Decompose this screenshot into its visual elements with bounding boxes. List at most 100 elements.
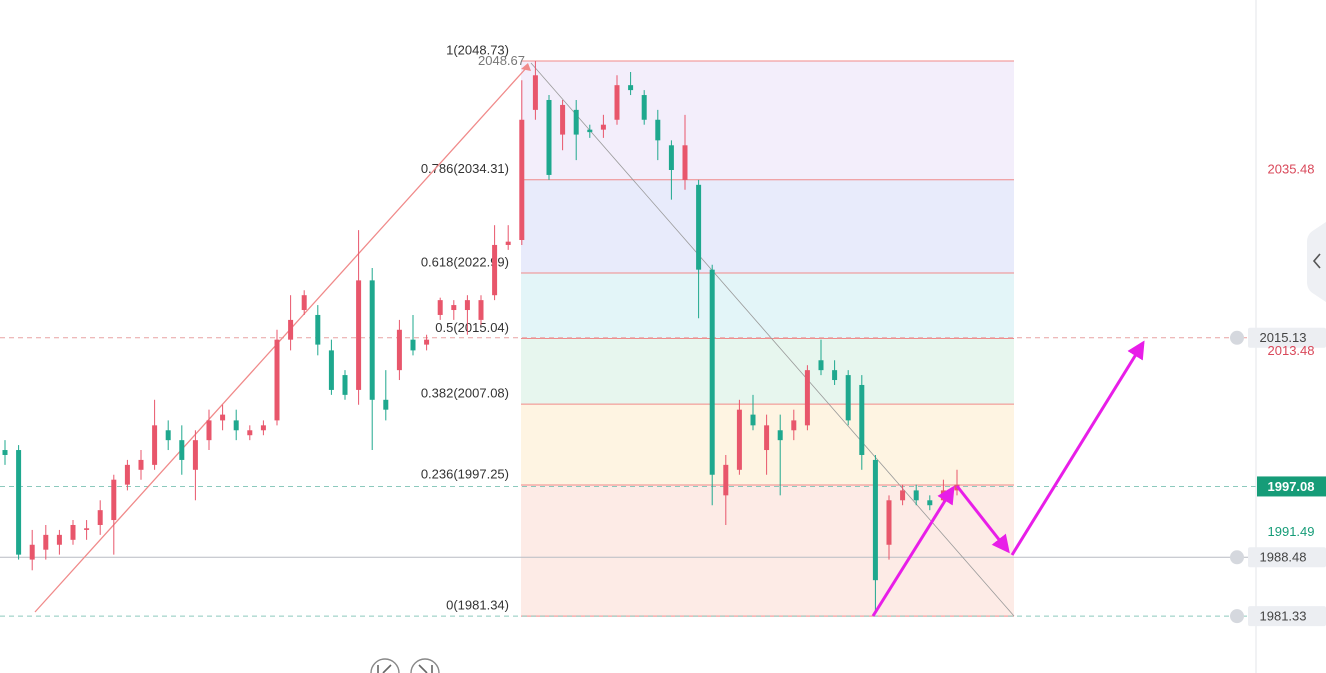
candle-body: [886, 500, 892, 545]
fib-zone: [521, 179, 1014, 274]
candle-body: [328, 350, 334, 390]
candle-body: [859, 384, 865, 455]
price-label: 2013.48: [1268, 343, 1315, 358]
candle-body: [274, 339, 280, 421]
candle-body: [233, 420, 239, 431]
fib-label: 0.236(1997.25): [421, 466, 509, 481]
candle-body: [750, 414, 756, 426]
candle-body: [532, 75, 538, 110]
trend-line: [34, 65, 529, 613]
candle-body: [519, 119, 525, 241]
candle-body: [220, 414, 226, 421]
candle-body: [165, 430, 171, 441]
candle-body: [478, 300, 484, 320]
candle-body: [614, 85, 620, 120]
candle-body: [260, 425, 266, 431]
price-label-box: [1248, 327, 1326, 348]
candle-body: [872, 459, 878, 581]
price-label-box: [1248, 606, 1326, 627]
candle-body: [138, 459, 144, 470]
arrow: [871, 485, 955, 617]
candle-body: [84, 528, 90, 530]
price-label: 1997.08: [1268, 479, 1315, 494]
candle-body: [97, 510, 103, 525]
candle-body: [655, 119, 661, 141]
candle-body: [682, 145, 688, 180]
candle-body: [546, 99, 552, 175]
candle-body: [764, 425, 770, 451]
candle-body: [315, 314, 321, 345]
fib-zone: [521, 61, 1014, 180]
candle-body: [43, 534, 49, 550]
nav-buttons[interactable]: [370, 658, 440, 673]
candle-body: [696, 184, 702, 270]
candle-body: [628, 85, 634, 91]
candle-body: [791, 420, 797, 431]
price-lines: [0, 337, 1256, 617]
projection-arrows: [871, 340, 1145, 617]
candle-body: [560, 104, 566, 135]
candle-body: [301, 295, 307, 311]
candle-body: [845, 375, 851, 421]
candle-body: [29, 544, 35, 560]
fib-zone: [521, 338, 1014, 405]
side-tab-icon: [1312, 253, 1321, 269]
candle-body: [900, 490, 906, 501]
price-label-box: [1257, 476, 1326, 497]
candle-body: [124, 464, 130, 485]
candle-body: [2, 450, 8, 455]
candle-body: [818, 360, 824, 371]
candle-body: [505, 241, 511, 245]
candle-body: [369, 280, 375, 400]
arrow: [955, 485, 1010, 554]
fib-label: 0.382(2007.08): [421, 386, 509, 401]
candle-body: [668, 145, 674, 171]
candle-body: [70, 524, 76, 540]
candle-body: [152, 425, 158, 465]
fib-label: 1(2048.73): [446, 42, 509, 57]
candle-body: [777, 430, 783, 441]
candle-body: [832, 370, 838, 381]
candle-body: [410, 339, 416, 351]
candle-body: [723, 464, 729, 496]
alert-bell: [1230, 609, 1244, 624]
side-tab-bg[interactable]: [1307, 222, 1326, 302]
fib-zone: [521, 273, 1014, 339]
price-label-box: [1248, 547, 1326, 568]
price-label: 1991.49: [1268, 524, 1315, 539]
candle-body: [464, 300, 470, 311]
side-tab[interactable]: [1307, 222, 1326, 302]
candle-body: [288, 319, 294, 340]
candle-body: [16, 450, 22, 555]
candle-body: [451, 305, 457, 311]
nav-first-icon: [377, 664, 392, 673]
fib-zone: [521, 485, 1014, 617]
arrow: [1010, 340, 1145, 556]
price-label: 1988.48: [1260, 550, 1307, 565]
candle-body: [927, 500, 933, 506]
candle-body: [356, 280, 362, 390]
candle-body: [179, 440, 185, 460]
price-label: 2015.13: [1260, 330, 1307, 345]
fib-label: 0.5(2015.04): [435, 320, 509, 335]
candle-body: [192, 440, 198, 470]
fib-diagonal: [530, 62, 1015, 617]
candle-body: [573, 109, 579, 135]
alert-bell: [1230, 550, 1244, 565]
candle-body: [736, 409, 742, 470]
candle-body: [709, 269, 715, 475]
fib-label: 0(1981.34): [446, 598, 509, 613]
candles: [2, 61, 960, 613]
candle-body: [342, 375, 348, 395]
candle-body: [804, 370, 810, 426]
alert-bell: [1230, 330, 1244, 345]
fib-label: 0.786(2034.31): [421, 161, 509, 176]
price-axis: 2057.472035.482015.132013.481997.081991.…: [1230, 162, 1326, 627]
price-label: 2035.48: [1268, 162, 1315, 177]
nav-last-icon: [418, 664, 433, 673]
candle-body: [600, 124, 606, 130]
candle-body: [492, 244, 498, 296]
candle-body: [247, 430, 253, 436]
fib-label: 0.618(2022.99): [421, 254, 509, 269]
